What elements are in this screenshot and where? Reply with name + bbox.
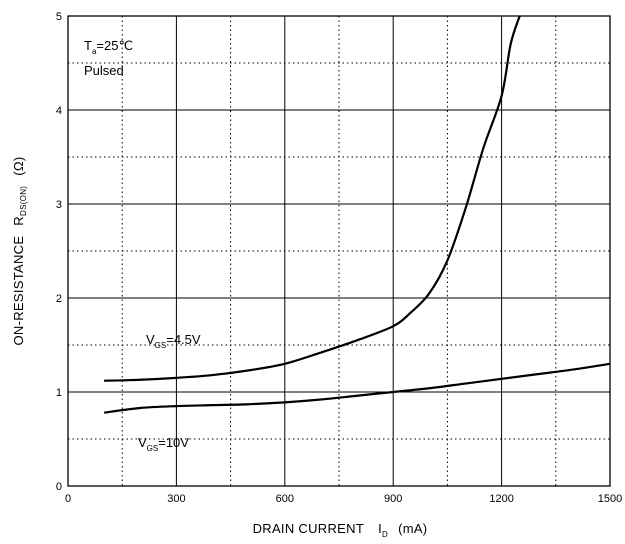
condition-ta: Ta=25℃ — [84, 38, 133, 56]
x-tick-label: 600 — [276, 493, 294, 505]
y-tick-label: 2 — [56, 293, 62, 305]
y-tick-label: 1 — [56, 387, 62, 399]
series-layer — [103, 15, 611, 414]
chart-grid — [68, 16, 610, 486]
plot-frame — [67, 15, 611, 487]
condition-pulsed: Pulsed — [84, 63, 124, 78]
series-label-vgs-4-5v: VGS=4.5V — [146, 332, 201, 350]
x-tick-label: 0 — [65, 493, 71, 505]
y-tick-label: 4 — [56, 105, 62, 117]
y-tick-label: 0 — [56, 481, 62, 493]
series-line-vgs-4-5v — [104, 15, 521, 382]
x-tick-label: 300 — [167, 493, 185, 505]
series-label-vgs-10v: VGS=10V — [138, 435, 189, 453]
y-tick-label: 3 — [56, 199, 62, 211]
x-tick-label: 1500 — [598, 493, 622, 505]
y-axis-title: ON-RESISTANCERDS(ON)(Ω) — [11, 156, 28, 345]
series-line-vgs-10v — [103, 362, 611, 414]
x-tick-label: 900 — [384, 493, 402, 505]
x-tick-label: 1200 — [489, 493, 513, 505]
x-axis-title: DRAIN CURRENT ID (mA) — [253, 521, 428, 539]
y-tick-label: 5 — [56, 11, 62, 23]
tick-labels: 0 300 600 900 1200 1500 0 1 2 3 4 5 — [56, 11, 622, 505]
